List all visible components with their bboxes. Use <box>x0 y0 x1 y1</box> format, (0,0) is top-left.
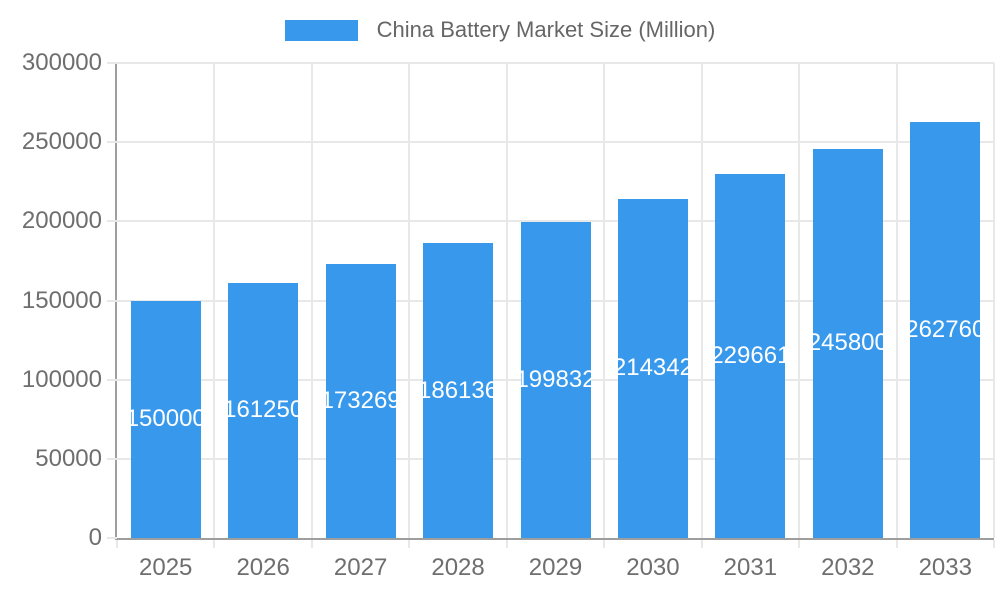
x-gridline <box>993 63 995 538</box>
x-axis-line <box>117 538 994 540</box>
y-tick-mark <box>107 537 117 539</box>
bar-2030[interactable] <box>617 198 688 538</box>
x-tick-mark <box>603 540 606 548</box>
x-tick-mark <box>310 540 313 548</box>
y-tick-mark <box>107 62 117 64</box>
x-tick-label: 2026 <box>236 554 290 581</box>
bar-2031[interactable] <box>715 174 786 538</box>
x-gridline <box>505 63 508 538</box>
y-tick-mark <box>107 220 117 223</box>
y-tick-label: 250000 <box>21 128 102 156</box>
bar-2029[interactable] <box>520 221 591 538</box>
y-gridline <box>117 220 994 223</box>
x-tick-label: 2025 <box>139 554 193 581</box>
x-tick-mark <box>895 540 898 548</box>
y-axis-line <box>115 63 117 540</box>
x-gridline <box>213 63 216 538</box>
x-tick-mark <box>213 540 216 548</box>
x-gridline <box>798 63 801 538</box>
y-tick-mark <box>107 299 117 302</box>
x-tick-mark <box>116 540 118 548</box>
x-tick-mark <box>408 540 411 548</box>
x-tick-mark <box>700 540 703 548</box>
x-tick-mark <box>505 540 508 548</box>
x-tick-mark <box>798 540 801 548</box>
x-tick-label: 2027 <box>333 554 388 581</box>
legend-label: China Battery Market Size (Million) <box>376 17 716 42</box>
plot-area: 150000 161250 173269 186136 199832 214342 2296… <box>115 62 995 540</box>
y-gridline <box>117 62 994 64</box>
legend[interactable]: China Battery Market Size (Million) <box>0 16 1000 44</box>
y-tick-label: 200000 <box>21 207 102 235</box>
x-gridline <box>408 63 411 538</box>
x-tick-label: 2032 <box>821 554 875 581</box>
x-tick-label: 2033 <box>918 554 972 581</box>
y-tick-label: 150000 <box>21 286 102 314</box>
bar-2025[interactable] <box>130 300 201 538</box>
legend-swatch <box>284 19 358 41</box>
bar-2026[interactable] <box>228 282 299 538</box>
x-gridline <box>603 63 606 538</box>
y-tick-mark <box>107 378 117 381</box>
bar-2033[interactable] <box>910 121 981 538</box>
y-tick-mark <box>107 141 117 144</box>
x-gridline <box>310 63 313 538</box>
y-tick-label: 300000 <box>21 49 102 76</box>
x-gridline <box>895 63 898 538</box>
bar-2028[interactable] <box>423 243 494 538</box>
y-tick-label: 0 <box>88 524 102 551</box>
bar-2027[interactable] <box>325 263 396 538</box>
x-tick-label: 2031 <box>723 554 778 581</box>
x-gridline <box>700 63 703 538</box>
x-tick-mark <box>993 540 995 548</box>
x-tick-label: 2030 <box>626 554 680 581</box>
x-tick-label: 2028 <box>431 554 485 581</box>
x-tick-label: 2029 <box>528 554 583 581</box>
y-tick-mark <box>107 457 117 460</box>
y-tick-label: 50000 <box>35 444 102 472</box>
y-gridline <box>117 141 994 144</box>
y-tick-label: 100000 <box>21 365 102 393</box>
bar-2032[interactable] <box>812 148 883 538</box>
